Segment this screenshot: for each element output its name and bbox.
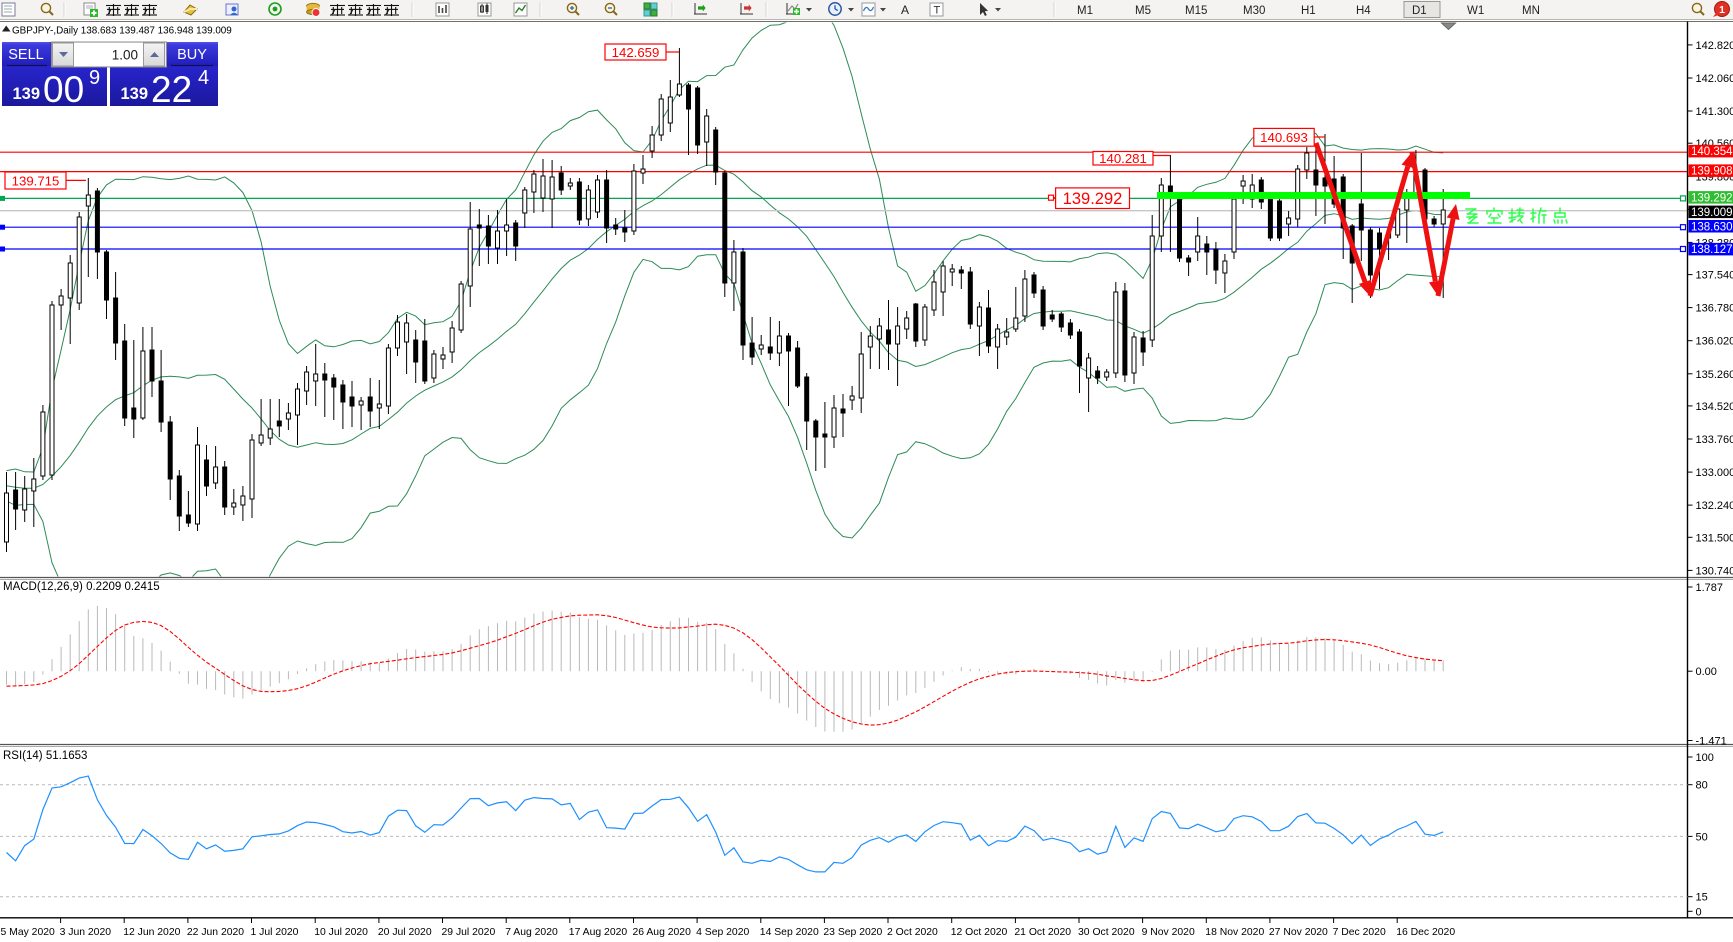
svg-text:132.240: 132.240 <box>1696 500 1733 512</box>
svg-text:142.060: 142.060 <box>1696 73 1733 85</box>
svg-text:00: 00 <box>43 69 84 110</box>
svg-text:130.740: 130.740 <box>1696 565 1733 577</box>
svg-text:0: 0 <box>1696 906 1702 918</box>
svg-text:12 Jun 2020: 12 Jun 2020 <box>123 927 180 938</box>
svg-text:27 Nov 2020: 27 Nov 2020 <box>1269 927 1328 938</box>
svg-text:2 Oct 2020: 2 Oct 2020 <box>887 927 938 938</box>
svg-text:W1: W1 <box>1467 5 1484 17</box>
svg-text:12 Oct 2020: 12 Oct 2020 <box>951 927 1008 938</box>
svg-text:SELL: SELL <box>8 47 43 63</box>
svg-text:50: 50 <box>1696 831 1708 843</box>
svg-text:MACD(12,26,9) 0.2209 0.2415: MACD(12,26,9) 0.2209 0.2415 <box>3 581 160 593</box>
svg-text:GBPJPY-,Daily 138.683 139.487: GBPJPY-,Daily 138.683 139.487 136.948 13… <box>12 26 232 37</box>
svg-text:139.292: 139.292 <box>1691 192 1733 204</box>
svg-text:17 Aug 2020: 17 Aug 2020 <box>569 927 628 938</box>
svg-text:20 Jul 2020: 20 Jul 2020 <box>378 927 432 938</box>
svg-text:142.820: 142.820 <box>1696 40 1733 52</box>
svg-text:5 May 2020: 5 May 2020 <box>1 927 56 938</box>
svg-text:131.500: 131.500 <box>1696 532 1733 544</box>
svg-text:134.520: 134.520 <box>1696 401 1733 413</box>
svg-text:0.00: 0.00 <box>1696 666 1717 678</box>
svg-text:M30: M30 <box>1243 5 1265 17</box>
svg-text:22 Jun 2020: 22 Jun 2020 <box>187 927 244 938</box>
svg-text:BUY: BUY <box>177 47 207 63</box>
svg-text:T: T <box>934 5 941 17</box>
svg-text:29 Jul 2020: 29 Jul 2020 <box>442 927 496 938</box>
svg-text:26 Aug 2020: 26 Aug 2020 <box>633 927 692 938</box>
svg-text:30 Oct 2020: 30 Oct 2020 <box>1078 927 1135 938</box>
svg-text:1: 1 <box>1719 4 1725 16</box>
svg-text:15: 15 <box>1696 892 1708 904</box>
svg-text:140.693: 140.693 <box>1260 130 1308 145</box>
svg-text:139.292: 139.292 <box>1063 190 1123 208</box>
svg-text:138.127: 138.127 <box>1691 244 1733 256</box>
svg-text:4 Sep 2020: 4 Sep 2020 <box>696 927 749 938</box>
svg-text:H4: H4 <box>1356 5 1371 17</box>
svg-text:139: 139 <box>12 85 40 103</box>
svg-text:22: 22 <box>151 69 192 110</box>
svg-text:139: 139 <box>120 85 148 103</box>
svg-text:M1: M1 <box>1077 5 1093 17</box>
svg-text:A: A <box>901 3 909 17</box>
svg-text:135.260: 135.260 <box>1696 369 1733 381</box>
svg-text:1 Jul 2020: 1 Jul 2020 <box>251 927 299 938</box>
svg-text:136.780: 136.780 <box>1696 303 1733 315</box>
svg-text:16 Dec 2020: 16 Dec 2020 <box>1396 927 1455 938</box>
svg-text:18 Nov 2020: 18 Nov 2020 <box>1205 927 1264 938</box>
svg-text:MN: MN <box>1522 5 1540 17</box>
svg-text:3 Jun 2020: 3 Jun 2020 <box>60 927 112 938</box>
svg-text:133.760: 133.760 <box>1696 434 1733 446</box>
svg-text:141.300: 141.300 <box>1696 106 1733 118</box>
svg-text:9 Nov 2020: 9 Nov 2020 <box>1142 927 1195 938</box>
svg-text:10 Jul 2020: 10 Jul 2020 <box>314 927 368 938</box>
svg-text:M5: M5 <box>1135 5 1151 17</box>
svg-text:140.281: 140.281 <box>1099 151 1147 166</box>
svg-text:80: 80 <box>1696 780 1708 792</box>
svg-text:M15: M15 <box>1185 5 1207 17</box>
svg-text:14 Sep 2020: 14 Sep 2020 <box>760 927 819 938</box>
svg-text:-1.471: -1.471 <box>1696 736 1727 748</box>
svg-text:133.000: 133.000 <box>1696 467 1733 479</box>
svg-text:139.908: 139.908 <box>1691 166 1733 178</box>
svg-text:100: 100 <box>1696 752 1714 764</box>
svg-text:138.630: 138.630 <box>1691 221 1733 233</box>
svg-text:140.354: 140.354 <box>1691 146 1733 158</box>
svg-text:21 Oct 2020: 21 Oct 2020 <box>1014 927 1071 938</box>
svg-text:9: 9 <box>89 67 100 89</box>
svg-text:1.00: 1.00 <box>112 48 138 63</box>
svg-text:H1: H1 <box>1301 5 1316 17</box>
svg-text:137.540: 137.540 <box>1696 270 1733 282</box>
svg-text:142.659: 142.659 <box>612 45 660 60</box>
svg-text:23 Sep 2020: 23 Sep 2020 <box>823 927 882 938</box>
svg-text:136.020: 136.020 <box>1696 336 1733 348</box>
svg-text:7 Aug 2020: 7 Aug 2020 <box>505 927 558 938</box>
svg-text:RSI(14) 51.1653: RSI(14) 51.1653 <box>3 750 87 762</box>
svg-text:7 Dec 2020: 7 Dec 2020 <box>1333 927 1386 938</box>
svg-text:4: 4 <box>198 67 209 89</box>
svg-text:1.787: 1.787 <box>1696 582 1724 594</box>
svg-text:139.009: 139.009 <box>1691 207 1733 219</box>
svg-text:D1: D1 <box>1412 5 1427 17</box>
svg-text:139.715: 139.715 <box>12 173 60 188</box>
